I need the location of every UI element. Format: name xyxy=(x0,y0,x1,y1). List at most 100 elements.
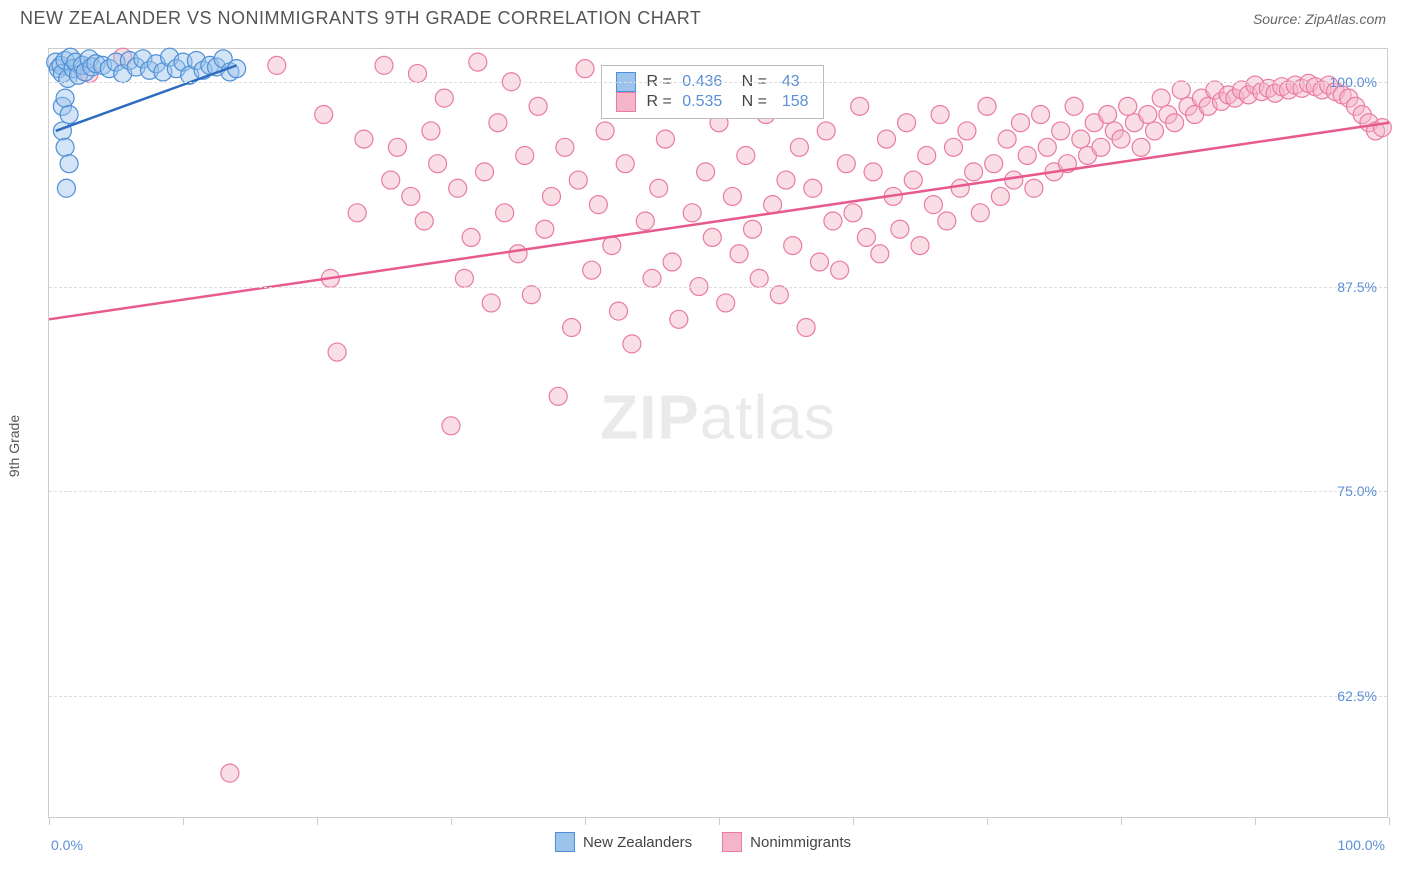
data-point xyxy=(469,53,487,71)
data-point xyxy=(971,204,989,222)
x-tick-label: 0.0% xyxy=(51,837,83,853)
data-point xyxy=(616,155,634,173)
legend-swatch-icon xyxy=(722,832,742,852)
data-point xyxy=(1373,119,1391,137)
data-point xyxy=(871,245,889,263)
x-tick xyxy=(183,817,184,825)
legend-label: Nonimmigrants xyxy=(750,834,851,851)
data-point xyxy=(328,343,346,361)
stats-r-label: R = xyxy=(642,93,676,111)
data-point xyxy=(1132,138,1150,156)
data-point xyxy=(991,187,1009,205)
data-point xyxy=(683,204,701,222)
data-point xyxy=(489,114,507,132)
data-point xyxy=(556,138,574,156)
data-point xyxy=(435,89,453,107)
data-point xyxy=(1025,179,1043,197)
stats-n-value: 158 xyxy=(782,93,809,111)
data-point xyxy=(650,179,668,197)
gridline xyxy=(49,491,1387,492)
data-point xyxy=(1112,130,1130,148)
data-point xyxy=(1018,146,1036,164)
data-point xyxy=(583,261,601,279)
x-tick xyxy=(585,817,586,825)
data-point xyxy=(958,122,976,140)
data-point xyxy=(1052,122,1070,140)
data-point xyxy=(455,269,473,287)
data-point xyxy=(603,237,621,255)
bottom-legend: New ZealandersNonimmigrants xyxy=(555,832,851,852)
data-point xyxy=(777,171,795,189)
data-point xyxy=(516,146,534,164)
data-point xyxy=(589,196,607,214)
data-point xyxy=(1166,114,1184,132)
x-tick xyxy=(987,817,988,825)
stats-box: R = 0.436 N = 43 R = 0.535 N = 158 xyxy=(601,65,824,119)
data-point xyxy=(911,237,929,255)
data-point xyxy=(656,130,674,148)
data-point xyxy=(636,212,654,230)
data-point xyxy=(998,130,1016,148)
data-point xyxy=(1172,81,1190,99)
data-point xyxy=(790,138,808,156)
data-point xyxy=(978,97,996,115)
data-point xyxy=(536,220,554,238)
gridline xyxy=(49,696,1387,697)
data-point xyxy=(563,319,581,337)
scatter-plot xyxy=(49,49,1387,817)
gridline xyxy=(49,82,1387,83)
data-point xyxy=(268,56,286,74)
data-point xyxy=(1092,138,1110,156)
x-tick xyxy=(1389,817,1390,825)
chart-container: ZIPatlas R = 0.436 N = 43 R = 0.535 N = … xyxy=(48,48,1388,818)
data-point xyxy=(509,245,527,263)
data-point xyxy=(1032,106,1050,124)
legend-swatch-icon xyxy=(555,832,575,852)
data-point xyxy=(945,138,963,156)
data-point xyxy=(878,130,896,148)
data-point xyxy=(663,253,681,271)
data-point xyxy=(817,122,835,140)
data-point xyxy=(1038,138,1056,156)
data-point xyxy=(904,171,922,189)
x-tick xyxy=(1121,817,1122,825)
data-point xyxy=(931,106,949,124)
legend-item: Nonimmigrants xyxy=(722,832,851,852)
data-point xyxy=(1012,114,1030,132)
data-point xyxy=(60,106,78,124)
data-point xyxy=(864,163,882,181)
data-point xyxy=(610,302,628,320)
data-point xyxy=(462,228,480,246)
data-point xyxy=(315,106,333,124)
data-point xyxy=(750,269,768,287)
data-point xyxy=(402,187,420,205)
data-point xyxy=(764,196,782,214)
data-point xyxy=(543,187,561,205)
data-point xyxy=(938,212,956,230)
data-point xyxy=(811,253,829,271)
y-axis-label: 9th Grade xyxy=(6,415,22,477)
stats-row: R = 0.535 N = 158 xyxy=(616,92,809,112)
data-point xyxy=(1072,130,1090,148)
data-point xyxy=(1146,122,1164,140)
data-point xyxy=(415,212,433,230)
data-point xyxy=(569,171,587,189)
data-point xyxy=(770,286,788,304)
chart-title: NEW ZEALANDER VS NONIMMIGRANTS 9TH GRADE… xyxy=(20,8,701,29)
x-tick xyxy=(853,817,854,825)
data-point xyxy=(422,122,440,140)
data-point xyxy=(449,179,467,197)
data-point xyxy=(348,204,366,222)
x-tick xyxy=(719,817,720,825)
data-point xyxy=(985,155,1003,173)
data-point xyxy=(844,204,862,222)
data-point xyxy=(797,319,815,337)
data-point xyxy=(744,220,762,238)
data-point xyxy=(429,155,447,173)
data-point xyxy=(730,245,748,263)
y-tick-label: 87.5% xyxy=(1337,279,1377,295)
data-point xyxy=(442,417,460,435)
stats-n-label: N = xyxy=(728,93,776,111)
data-point xyxy=(703,228,721,246)
data-point xyxy=(56,89,74,107)
